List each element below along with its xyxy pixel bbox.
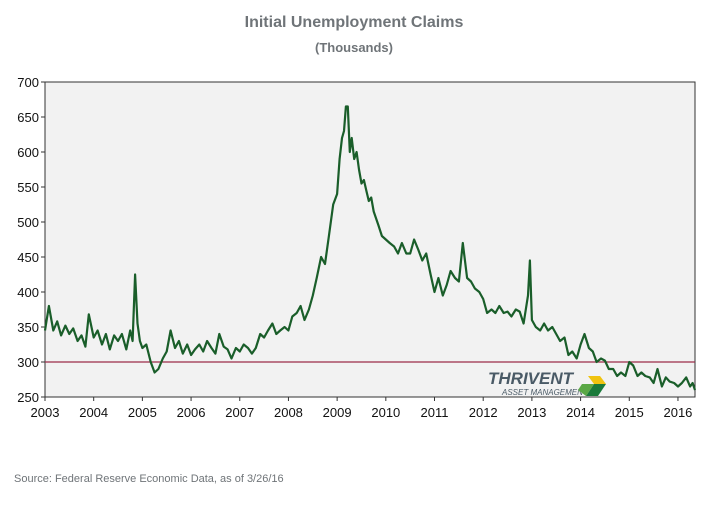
x-tick-label: 2011: [421, 405, 449, 420]
x-tick-label: 2014: [566, 405, 595, 420]
logo-name: THRIVENT: [488, 369, 575, 388]
x-tick-label: 2010: [371, 405, 400, 420]
y-tick-label: 250: [17, 390, 39, 405]
x-tick-label: 2007: [225, 405, 254, 420]
x-tick-label: 2004: [79, 405, 108, 420]
logo-mark-top: [588, 376, 606, 384]
x-tick-label: 2005: [128, 405, 157, 420]
y-axis: 250 300 350 400 450 500 550 600 650 700: [17, 75, 45, 405]
y-tick-label: 700: [17, 75, 39, 90]
series-line: [43, 105, 697, 391]
x-tick-label: 2012: [469, 405, 498, 420]
thrivent-logo: THRIVENT ASSET MANAGEMENT: [488, 369, 606, 397]
plot-area: [44, 81, 696, 398]
x-tick-label: 2006: [177, 405, 206, 420]
y-tick-label: 350: [17, 320, 39, 335]
y-tick-label: 500: [17, 215, 39, 230]
y-tick-label: 650: [17, 110, 39, 125]
x-tick-label: 2016: [663, 405, 692, 420]
x-tick-label: 2008: [274, 405, 303, 420]
y-tick-label: 400: [17, 285, 39, 300]
chart-title: Initial Unemployment Claims: [244, 14, 464, 31]
y-tick-label: 550: [17, 180, 39, 195]
x-tick-label: 2013: [517, 405, 546, 420]
logo-tagline: ASSET MANAGEMENT: [501, 388, 589, 397]
x-axis: 2003 2004 2005 2006 2007 2008 2009 2010 2011 2012…: [31, 397, 692, 420]
y-tick-label: 600: [17, 145, 39, 160]
chart-subtitle: (Thousands): [315, 40, 393, 55]
x-tick-label: 2015: [615, 405, 644, 420]
x-tick-label: 2003: [31, 405, 60, 420]
x-tick-label: 2009: [323, 405, 352, 420]
y-tick-label: 450: [17, 250, 39, 265]
y-tick-label: 300: [17, 355, 39, 370]
logo-mark-left: [578, 384, 594, 396]
source-note: Source: Federal Reserve Economic Data, a…: [14, 473, 284, 485]
logo-mark-bottom: [586, 384, 606, 396]
